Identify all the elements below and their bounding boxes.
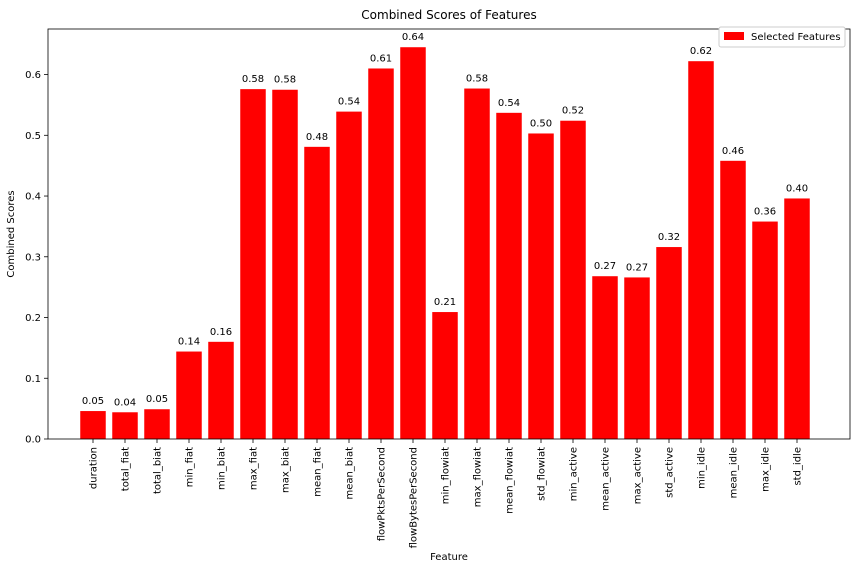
bar-min_active xyxy=(560,120,586,440)
x-tick-label-min_active: min_active xyxy=(569,447,580,501)
bar-total_biat xyxy=(144,409,170,439)
x-tick-label-max_active: max_active xyxy=(633,447,644,504)
y-tick-label: 0.3 xyxy=(25,252,41,263)
legend: Selected Features xyxy=(718,26,846,48)
bar-mean_flowiat xyxy=(496,112,522,440)
axes-frame xyxy=(47,28,851,440)
x-tick-label-std_flowiat: std_flowiat xyxy=(537,447,548,501)
y-tick-label: 0.1 xyxy=(25,374,41,385)
data-label-mean_biat: 0.54 xyxy=(338,97,360,108)
x-tick-label-duration: duration xyxy=(89,447,100,489)
x-tick-label-mean_fiat: mean_fiat xyxy=(313,447,324,497)
data-label-std_flowiat: 0.50 xyxy=(530,118,552,129)
x-tick-label-total_biat: total_biat xyxy=(153,447,164,494)
data-label-flowBytesPerSecond: 0.64 xyxy=(402,32,424,43)
bar-min_idle xyxy=(688,61,714,439)
x-tick-label-max_fiat: max_fiat xyxy=(249,447,260,490)
bar-min_flowiat xyxy=(432,312,458,439)
bar-std_idle xyxy=(784,198,810,439)
data-label-min_idle: 0.62 xyxy=(690,46,712,57)
data-label-total_biat: 0.05 xyxy=(146,394,168,405)
data-label-mean_fiat: 0.48 xyxy=(306,132,328,143)
y-tick-label: 0.6 xyxy=(25,70,41,81)
x-tick-label-max_biat: max_biat xyxy=(281,447,292,493)
bar-min_fiat xyxy=(176,351,202,439)
bar-max_idle xyxy=(752,221,778,439)
data-label-min_active: 0.52 xyxy=(562,106,584,117)
x-tick-label-min_idle: min_idle xyxy=(697,447,708,489)
bar-mean_fiat xyxy=(304,146,330,439)
x-tick-label-flowPktsPerSecond: flowPktsPerSecond xyxy=(377,447,388,541)
data-label-flowPktsPerSecond: 0.61 xyxy=(370,53,392,64)
bar-flowPktsPerSecond xyxy=(368,68,394,440)
x-tick-label-total_fiat: total_fiat xyxy=(121,447,132,491)
data-label-max_active: 0.27 xyxy=(626,262,648,273)
bar-flowBytesPerSecond xyxy=(400,47,426,439)
x-tick-label-min_fiat: min_fiat xyxy=(185,447,196,487)
bar-max_active xyxy=(624,277,650,439)
data-label-std_active: 0.32 xyxy=(658,232,680,243)
bar-std_active xyxy=(656,247,682,439)
data-label-mean_flowiat: 0.54 xyxy=(498,98,520,109)
plot-area: 0.05 duration 0.04 total_fiat 0.05 total_biat… xyxy=(25,28,851,548)
x-tick-label-flowBytesPerSecond: flowBytesPerSecond xyxy=(409,447,420,548)
data-label-duration: 0.05 xyxy=(82,396,104,407)
bar-mean_biat xyxy=(336,111,362,439)
legend-label: Selected Features xyxy=(751,32,841,43)
data-label-mean_idle: 0.46 xyxy=(722,146,744,157)
y-tick-label: 0.0 xyxy=(25,435,41,446)
bar-max_biat xyxy=(272,89,298,440)
data-label-min_biat: 0.16 xyxy=(210,327,232,338)
chart-title: Combined Scores of Features xyxy=(361,8,536,22)
data-label-total_fiat: 0.04 xyxy=(114,397,136,408)
bar-max_fiat xyxy=(240,89,266,439)
bar-total_fiat xyxy=(112,412,138,439)
bar-max_flowiat xyxy=(464,88,490,439)
y-axis-title: Combined Scores xyxy=(6,190,17,277)
x-tick-label-mean_biat: mean_biat xyxy=(345,447,356,500)
y-tick-label: 0.4 xyxy=(25,192,41,203)
x-tick-label-max_idle: max_idle xyxy=(761,447,772,492)
x-tick-label-max_flowiat: max_flowiat xyxy=(473,447,484,507)
bar-duration xyxy=(80,411,106,439)
data-label-max_idle: 0.36 xyxy=(754,207,776,218)
x-tick-label-mean_idle: mean_idle xyxy=(729,447,740,498)
data-label-max_flowiat: 0.58 xyxy=(466,74,488,85)
x-tick-label-mean_flowiat: mean_flowiat xyxy=(505,447,516,514)
x-tick-label-mean_active: mean_active xyxy=(601,447,612,511)
x-tick-label-std_idle: std_idle xyxy=(793,447,804,486)
data-label-std_idle: 0.40 xyxy=(786,183,808,194)
data-label-min_flowiat: 0.21 xyxy=(434,297,456,308)
x-tick-label-min_biat: min_biat xyxy=(217,447,228,490)
legend-box xyxy=(718,26,846,48)
data-label-mean_active: 0.27 xyxy=(594,261,616,272)
bar-std_flowiat xyxy=(528,133,554,440)
x-tick-label-min_flowiat: min_flowiat xyxy=(441,447,452,504)
bar-mean_idle xyxy=(720,160,746,439)
legend-swatch xyxy=(724,32,744,40)
data-label-max_biat: 0.58 xyxy=(274,75,296,86)
data-label-max_fiat: 0.58 xyxy=(242,74,264,85)
y-tick-label: 0.2 xyxy=(25,313,41,324)
x-tick-label-std_active: std_active xyxy=(665,447,676,498)
x-axis-title: Feature xyxy=(430,552,468,563)
data-label-min_fiat: 0.14 xyxy=(178,337,200,348)
bar-mean_active xyxy=(592,276,618,439)
y-tick-label: 0.5 xyxy=(25,131,41,142)
bar-min_biat xyxy=(208,341,234,439)
